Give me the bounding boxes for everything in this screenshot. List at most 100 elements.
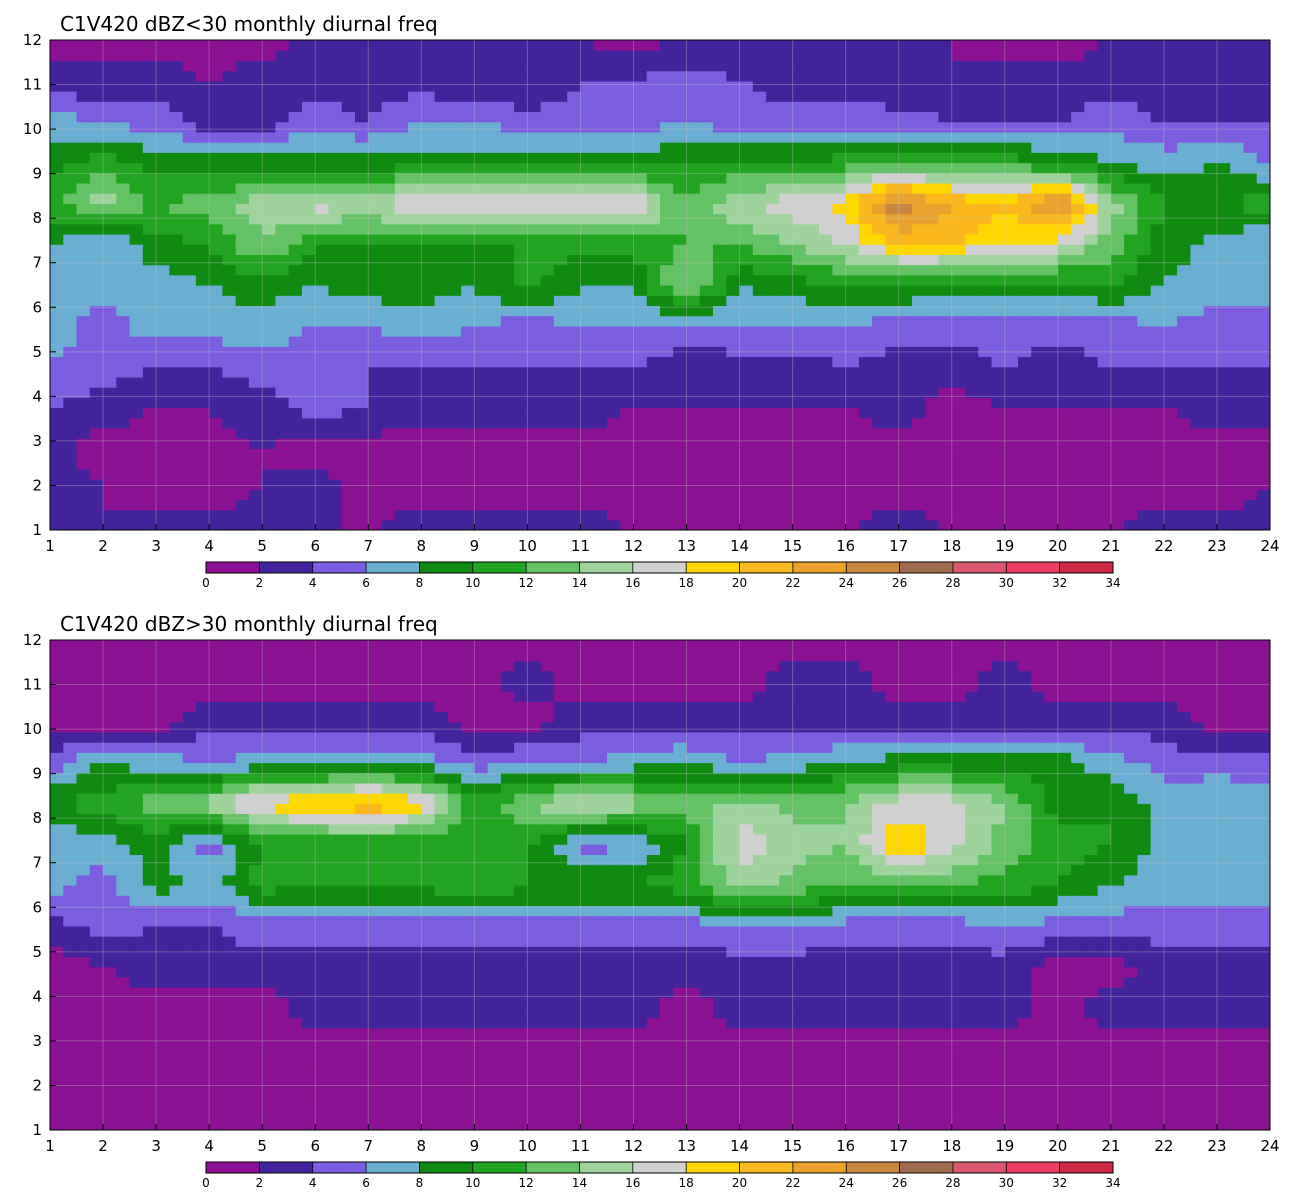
contour-cell <box>315 70 330 82</box>
contour-cell <box>1124 121 1138 133</box>
contour-cell <box>620 295 635 307</box>
contour-cell <box>1044 427 1059 439</box>
contour-cell <box>50 438 64 449</box>
contour-cell <box>129 295 144 307</box>
contour-cell <box>301 182 316 194</box>
contour-cell <box>792 427 807 439</box>
contour-cell <box>1243 325 1258 337</box>
contour-cell <box>925 40 940 51</box>
x-tick-label: 16 <box>836 537 855 555</box>
contour-cell <box>1084 519 1099 530</box>
contour-cell <box>474 489 489 500</box>
contour-cell <box>1110 448 1125 460</box>
contour-cell <box>593 213 608 225</box>
contour-cell <box>355 1089 369 1100</box>
contour-cell <box>1190 448 1205 460</box>
contour-cell <box>620 101 635 113</box>
contour-cell <box>381 182 396 194</box>
contour-cell <box>766 448 780 460</box>
contour-cell <box>925 213 940 225</box>
contour-cell <box>885 1109 900 1121</box>
contour-cell <box>686 438 701 449</box>
contour-cell <box>845 254 860 266</box>
contour-cell <box>858 254 873 266</box>
contour-cell <box>1031 223 1046 235</box>
contour-cell <box>1071 264 1085 276</box>
contour-cell <box>1124 223 1138 235</box>
contour-cell <box>328 285 343 296</box>
contour-cell <box>1071 193 1085 204</box>
contour-cell <box>1203 509 1218 521</box>
contour-cell <box>434 244 449 255</box>
contour-cell <box>461 223 475 235</box>
contour-cell <box>805 91 820 102</box>
contour-cell <box>872 142 887 153</box>
contour-cell <box>805 70 820 82</box>
contour-cell <box>275 1119 290 1130</box>
colorbar-swatch <box>899 562 954 573</box>
contour-cell <box>660 366 674 378</box>
contour-cell <box>474 336 489 347</box>
contour-cell <box>275 193 290 204</box>
contour-cell <box>938 427 953 439</box>
contour-cell <box>633 325 648 337</box>
contour-cell <box>766 50 780 62</box>
contour-cell <box>885 101 900 113</box>
contour-cell <box>925 519 940 530</box>
contour-cell <box>142 315 157 327</box>
contour-cell <box>514 478 528 490</box>
contour-cell <box>872 182 887 194</box>
contour-cell <box>103 213 117 225</box>
x-tick-label: 3 <box>151 537 161 555</box>
contour-cell <box>580 325 595 337</box>
contour-cell <box>911 111 926 123</box>
contour-cell <box>1230 285 1245 296</box>
contour-cell <box>262 458 277 470</box>
contour-cell <box>487 193 502 204</box>
contour-cell <box>739 438 754 449</box>
contour-cell <box>156 366 170 378</box>
contour-cell <box>182 1119 197 1130</box>
contour-cell <box>965 376 979 388</box>
contour-cell <box>540 458 555 470</box>
contour-cell <box>819 295 833 307</box>
contour-cell <box>1071 356 1085 368</box>
contour-cell <box>209 131 223 143</box>
contour-cell <box>248 376 263 388</box>
contour-cell <box>660 397 674 409</box>
contour-cell <box>646 438 661 449</box>
contour-cell <box>1216 152 1231 164</box>
contour-cell <box>142 489 157 500</box>
contour-cell <box>89 427 104 439</box>
contour-cell <box>646 376 661 388</box>
contour-cell <box>222 366 237 378</box>
contour-cell <box>50 305 64 317</box>
contour-cell <box>792 295 807 307</box>
contour-cell <box>1190 305 1205 317</box>
contour-cell <box>593 274 608 286</box>
contour-cell <box>434 468 449 480</box>
contour-cell <box>1177 40 1192 51</box>
contour-cell <box>858 213 873 225</box>
contour-cell <box>301 438 316 449</box>
contour-cell <box>646 407 661 419</box>
contour-cell <box>514 468 528 480</box>
contour-cell <box>1097 285 1112 296</box>
contour-cell <box>142 427 157 439</box>
contour-cell <box>222 1109 237 1121</box>
contour-cell <box>195 111 210 123</box>
contour-cell <box>235 427 250 439</box>
contour-cell <box>898 468 913 480</box>
contour-cell <box>315 142 330 153</box>
contour-cell <box>673 376 688 388</box>
contour-cell <box>235 285 250 296</box>
contour-cell <box>991 438 1006 449</box>
contour-cell <box>434 111 449 123</box>
contour-cell <box>50 182 64 194</box>
contour-cell <box>222 101 237 113</box>
contour-cell <box>606 336 621 347</box>
contour-cell <box>500 60 515 72</box>
contour-cell <box>1084 346 1099 358</box>
contour-cell <box>1216 80 1231 92</box>
contour-cell <box>965 244 979 255</box>
